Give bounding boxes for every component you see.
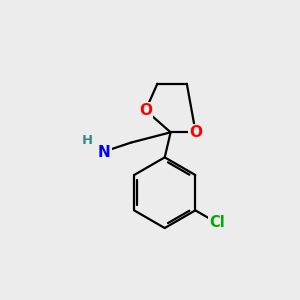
Text: Cl: Cl bbox=[209, 215, 225, 230]
Text: O: O bbox=[139, 103, 152, 118]
Text: N: N bbox=[98, 146, 111, 160]
Text: H: H bbox=[82, 134, 93, 147]
Text: O: O bbox=[189, 125, 202, 140]
